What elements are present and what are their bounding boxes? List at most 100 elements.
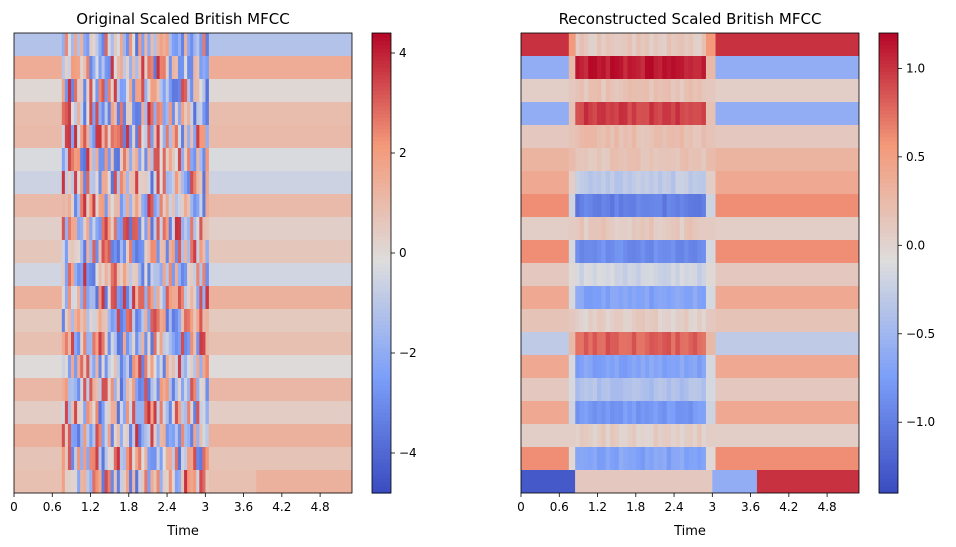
heatmap-cell — [697, 286, 702, 310]
heatmap-cell — [95, 332, 99, 356]
heatmap-cell — [202, 33, 206, 57]
heatmap-cell — [119, 33, 124, 57]
heatmap-cell — [92, 424, 96, 448]
heatmap-cell — [583, 79, 589, 103]
heatmap-cell — [162, 309, 167, 333]
heatmap-cell — [196, 447, 200, 471]
heatmap-cell — [110, 102, 115, 126]
colorbar-segment — [372, 86, 391, 92]
heatmap-cell — [568, 424, 576, 448]
heatmap-cell — [697, 56, 702, 80]
heatmap-cell — [98, 447, 102, 471]
heatmap-cell — [705, 171, 716, 195]
heatmap-cell — [64, 217, 69, 241]
heatmap-cell — [168, 148, 173, 172]
heatmap-cell — [144, 79, 148, 103]
heatmap-cell — [144, 470, 148, 494]
heatmap-cell — [705, 332, 716, 356]
heatmap-cell — [644, 56, 650, 80]
heatmap-cell — [671, 263, 676, 287]
heatmap-cell — [701, 332, 707, 356]
heatmap-cell — [144, 217, 148, 241]
heatmap-cell — [92, 194, 96, 218]
heatmap-cell — [110, 217, 115, 241]
heatmap-cell — [705, 378, 716, 402]
heatmap-cell — [610, 194, 615, 218]
heatmap-cell — [156, 309, 161, 333]
heatmap-cell — [156, 33, 161, 57]
heatmap-cell — [692, 240, 698, 264]
heatmap-cell — [116, 332, 121, 356]
heatmap-cell — [162, 102, 167, 126]
colorbar-segment — [879, 121, 898, 126]
heatmap-cell — [618, 424, 624, 448]
heatmap-cell — [70, 263, 75, 287]
heatmap-cell — [187, 125, 191, 149]
heatmap-cell — [675, 56, 681, 80]
heatmap-cell — [156, 171, 161, 195]
heatmap-cell — [147, 171, 151, 195]
colorbar-segment — [879, 163, 898, 168]
heatmap-cell — [701, 33, 707, 57]
heatmap-cell — [675, 148, 681, 172]
heatmap-cell — [596, 56, 602, 80]
heatmap-cell — [662, 79, 668, 103]
heatmap-cell — [113, 79, 118, 103]
heatmap-cell — [596, 309, 602, 333]
heatmap-cell — [138, 263, 142, 287]
heatmap-cell — [692, 194, 698, 218]
colorbar-segment — [372, 274, 391, 279]
heatmap-cell — [129, 125, 133, 149]
heatmap-cell — [113, 194, 118, 218]
heatmap-cell — [67, 447, 72, 471]
heatmap-cell — [77, 102, 81, 126]
heatmap-cell — [129, 309, 133, 333]
colorbar-segment — [879, 56, 898, 61]
colorbar-segment — [879, 266, 898, 272]
colorbar-segment — [879, 255, 898, 260]
heatmap-cell — [618, 286, 624, 310]
heatmap-cell — [618, 309, 624, 333]
heatmap-cell — [77, 148, 81, 172]
heatmap-cell — [135, 171, 139, 195]
heatmap-cell — [74, 470, 78, 494]
heatmap-cell — [596, 171, 602, 195]
heatmap-cell — [601, 286, 607, 310]
heatmap-cell — [202, 125, 206, 149]
heatmap-cell — [122, 378, 127, 402]
heatmap-cell — [614, 217, 620, 241]
heatmap-cell — [697, 332, 702, 356]
heatmap-cell — [684, 378, 689, 402]
heatmap-cell — [588, 309, 594, 333]
heatmap-cell — [199, 33, 203, 57]
heatmap-cell — [592, 424, 598, 448]
heatmap-cell — [110, 378, 115, 402]
colorbar-segment — [879, 289, 898, 295]
heatmap-cell — [107, 217, 112, 241]
heatmap-cell — [592, 378, 598, 402]
colorbar-segment — [372, 427, 391, 433]
heatmap-cell — [636, 240, 641, 264]
heatmap-cell — [107, 470, 112, 494]
heatmap-cell — [177, 263, 182, 287]
heatmap-cell — [162, 33, 167, 57]
heatmap-cell — [205, 148, 209, 172]
heatmap-cell — [583, 309, 589, 333]
heatmap-cell — [193, 470, 197, 494]
heatmap-cell — [653, 171, 659, 195]
colorbar-segment — [372, 182, 391, 187]
heatmap-cell — [605, 33, 611, 57]
heatmap-cell — [98, 355, 102, 379]
heatmap-cell — [671, 447, 676, 471]
heatmap-cell — [575, 309, 580, 333]
heatmap-cell — [601, 378, 607, 402]
heatmap-cell — [165, 148, 170, 172]
colorbar-segment — [879, 328, 898, 333]
heatmap-cell — [101, 309, 106, 333]
heatmap-cell — [153, 217, 157, 241]
heatmap-cell — [95, 378, 99, 402]
left-colorbar: 420−2−4 — [371, 32, 417, 494]
heatmap-cell — [129, 447, 133, 471]
x-tick-label: 0.6 — [550, 500, 569, 514]
heatmap-cell — [575, 470, 757, 493]
